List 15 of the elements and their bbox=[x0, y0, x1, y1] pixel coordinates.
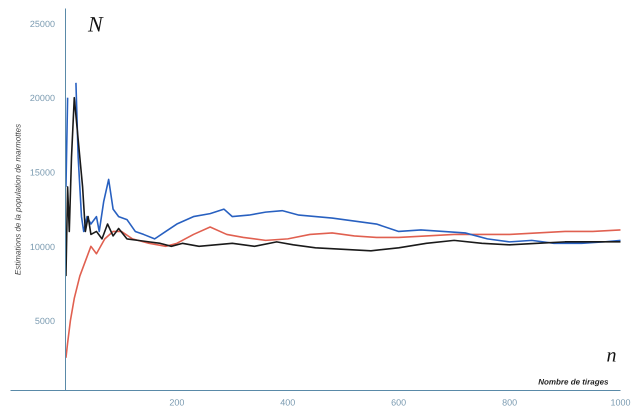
y-tick-label: 20000 bbox=[30, 93, 55, 104]
x-tick-label: 200 bbox=[169, 398, 184, 408]
x-tick-label: 600 bbox=[391, 398, 406, 408]
line-series bbox=[65, 96, 620, 277]
x-tick-label: 400 bbox=[280, 398, 296, 408]
x-axis-title: Nombre de tirages bbox=[538, 378, 610, 386]
y-tick-label: 15000 bbox=[30, 168, 55, 178]
x-tick-label: 800 bbox=[502, 398, 518, 408]
x-tick-label: 1000 bbox=[610, 398, 631, 408]
annotation: n bbox=[606, 344, 616, 366]
y-tick-label: 5000 bbox=[34, 316, 55, 326]
y-tick-label: 10000 bbox=[30, 242, 55, 252]
y-axis-title: Estimations de la population de marmottes bbox=[13, 124, 22, 276]
annotation: N bbox=[86, 12, 104, 36]
y-tick-label: 25000 bbox=[30, 18, 55, 29]
